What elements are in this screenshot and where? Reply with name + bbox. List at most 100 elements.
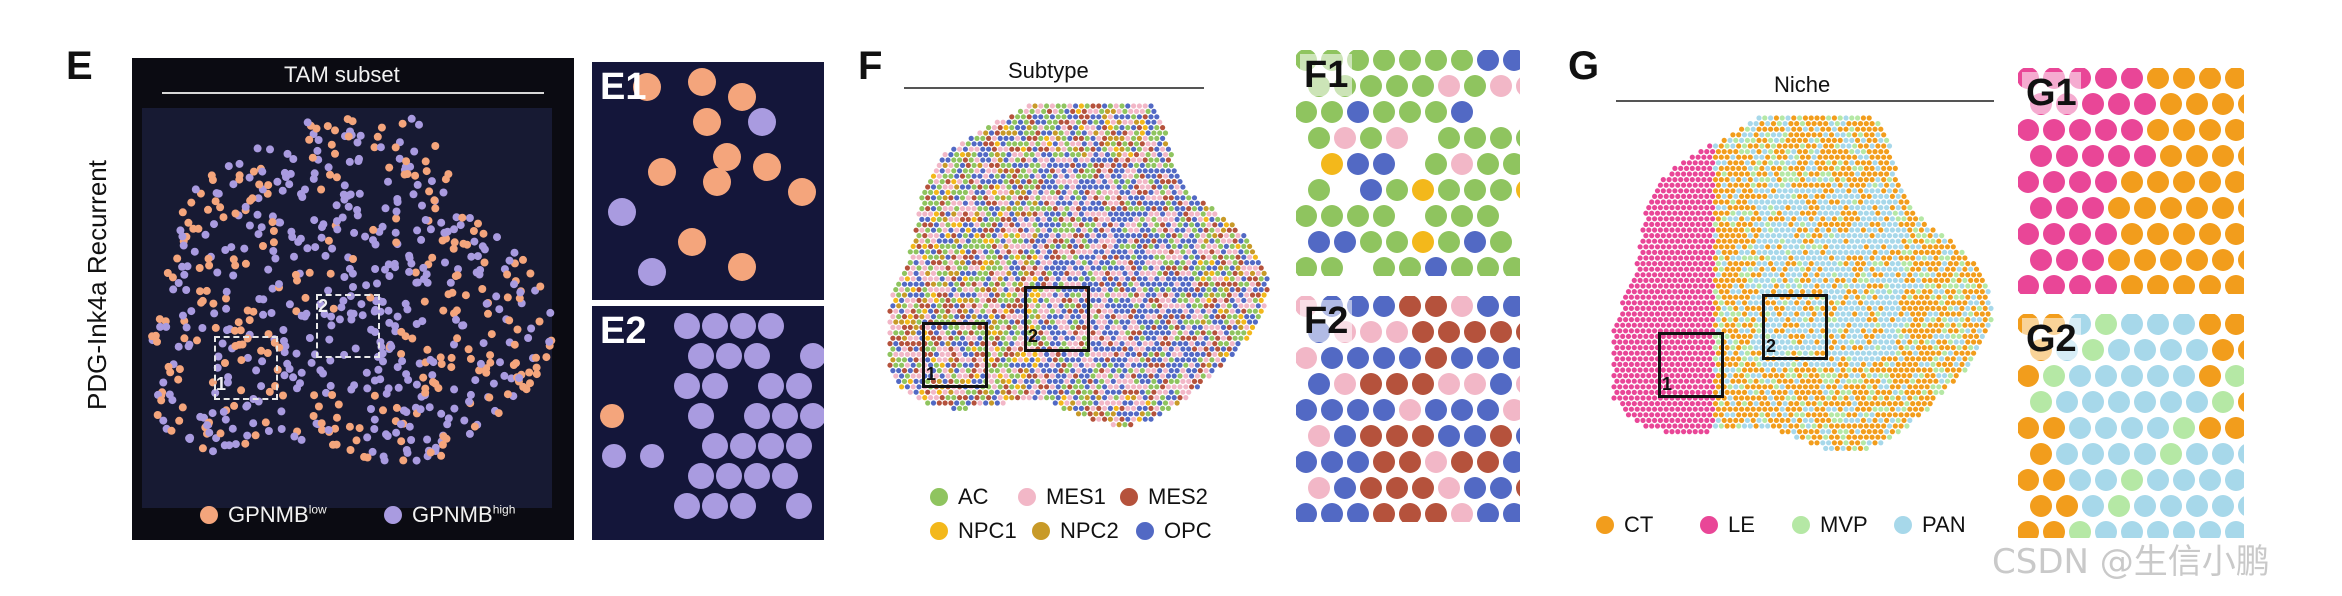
spot [324,236,333,245]
spot [1006,249,1012,255]
spot [980,373,986,379]
spot [948,238,954,244]
spot [971,303,977,309]
spot [1020,254,1026,260]
spot [1212,362,1218,368]
spot [487,330,496,339]
spot [296,379,304,388]
spot [1244,270,1250,276]
spot [397,350,406,358]
spot [385,272,394,280]
spot [1145,152,1151,158]
spot [1142,146,1148,152]
spot [939,297,945,303]
spot [1064,216,1070,222]
spot [1321,101,1343,123]
spot [1884,149,1890,155]
spot [1064,368,1070,374]
spot [1229,297,1235,303]
spot [1229,341,1235,347]
legend-f: AC MES1 MES2 NPC1 NPC2 OPC [930,484,1250,554]
spot [1168,152,1174,158]
spot [1128,184,1134,190]
spot [1107,351,1113,357]
spot [1915,255,1922,261]
spot [1712,210,1719,216]
spot [959,314,966,320]
spot [1678,221,1684,227]
spot [1046,119,1053,125]
spot [259,242,267,250]
spot [1107,189,1113,195]
spot [1753,132,1759,138]
spot [1834,210,1840,216]
spot [1061,103,1067,109]
spot [1660,266,1666,272]
spot [928,222,934,228]
spot [1174,173,1180,179]
spot [901,292,908,298]
spot [939,168,945,174]
spot [1823,154,1829,160]
spot [1768,182,1774,188]
spot [1915,244,1922,250]
spot [438,440,447,449]
spot [1232,227,1238,233]
spot [324,426,333,434]
spot [1093,119,1099,125]
spot [1061,125,1067,131]
spot [1884,227,1890,233]
spot [1125,351,1131,357]
spot [458,321,467,330]
spot [1087,400,1093,406]
spot [1177,211,1183,217]
spot [945,157,951,163]
spot [1044,189,1050,195]
spot [1683,177,1690,183]
spot [1148,233,1154,239]
spot [910,308,916,314]
spot [1823,221,1829,227]
spot [1244,292,1250,298]
spot [1110,335,1116,341]
spot [1927,244,1933,250]
legend-item-opc: OPC [1136,518,1212,544]
spot [1131,373,1137,379]
spot [939,341,945,347]
spot [1750,249,1756,255]
spot [922,189,928,195]
spot [1102,362,1108,368]
spot [1739,193,1745,199]
spot [913,249,919,255]
spot [930,357,937,363]
spot [1779,171,1785,177]
spot [925,400,931,406]
spot [1052,238,1058,244]
spot [486,351,495,360]
spot [730,313,756,339]
spot [936,357,942,363]
spot [1799,244,1806,250]
spot [473,252,482,261]
legend-label: OPC [1164,518,1212,543]
spot [1849,126,1855,132]
spot [1151,411,1157,417]
spot [1218,276,1224,282]
spot [310,216,319,225]
spot [1779,160,1785,166]
spot [1715,216,1721,222]
spot [1099,141,1105,147]
spot [1834,132,1840,138]
spot [1168,400,1174,406]
spot [1881,244,1887,250]
spot [374,365,383,374]
spot [1907,216,1913,222]
spot [1438,425,1460,447]
spot [1863,255,1869,261]
spot [1238,324,1244,330]
spot [1730,143,1736,149]
spot [939,362,945,368]
spot [1116,303,1122,309]
spot [1791,261,1797,267]
spot [1102,373,1108,379]
